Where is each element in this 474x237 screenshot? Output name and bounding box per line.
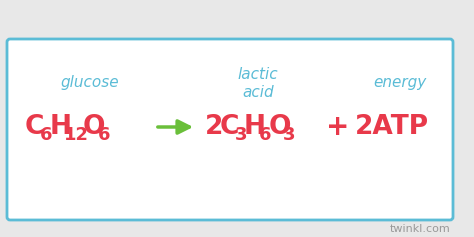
Text: 6: 6 <box>259 126 271 144</box>
Text: +: + <box>326 113 350 141</box>
Text: H: H <box>244 114 266 140</box>
FancyBboxPatch shape <box>7 39 453 220</box>
Text: 12: 12 <box>64 126 89 144</box>
Text: lactic: lactic <box>237 67 278 82</box>
Text: O: O <box>83 114 105 140</box>
Text: H: H <box>49 114 71 140</box>
Text: C: C <box>220 114 239 140</box>
Text: 6: 6 <box>98 126 110 144</box>
Text: O: O <box>268 114 291 140</box>
Text: twinkl.com: twinkl.com <box>389 224 450 234</box>
Text: acid: acid <box>242 85 274 100</box>
Text: 3: 3 <box>235 126 247 144</box>
Text: energy: energy <box>374 74 427 90</box>
Text: 3: 3 <box>283 126 295 144</box>
Text: 2: 2 <box>205 114 223 140</box>
Text: 6: 6 <box>40 126 52 144</box>
Text: 2ATP: 2ATP <box>355 114 429 140</box>
Text: C: C <box>25 114 45 140</box>
Text: glucose: glucose <box>61 74 119 90</box>
